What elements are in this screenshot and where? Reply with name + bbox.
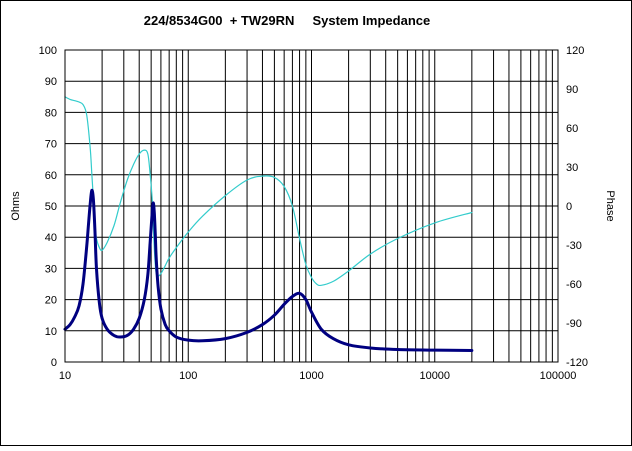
y-tick-label: 100 [39, 45, 57, 57]
right-axis-ticks: -120 -90 -60 -30 0 30 60 90 120 [566, 45, 588, 369]
x-tick-label: 10000 [419, 370, 450, 382]
x-tick-label: 100000 [540, 370, 577, 382]
x-tick-label: 10 [59, 370, 71, 382]
y2-tick-label: -30 [566, 240, 582, 252]
y2-tick-label: -60 [566, 279, 582, 291]
left-axis-ticks: 0 10 20 30 40 50 60 70 80 90 100 [39, 45, 57, 369]
y-tick-label: 40 [45, 232, 57, 244]
y2-axis-label: Phase [604, 190, 616, 221]
y2-tick-label: 90 [566, 84, 578, 96]
y-tick-label: 30 [45, 263, 57, 275]
x-tick-label: 1000 [299, 370, 323, 382]
y-tick-label: 0 [51, 357, 57, 369]
y-tick-label: 80 [45, 107, 57, 119]
series-layer [63, 96, 474, 352]
y2-tick-label: -120 [566, 357, 588, 369]
chart-title: 224/8534G00 + TW29RN System Impedance [144, 13, 431, 28]
y-tick-label: 20 [45, 295, 57, 307]
grid-lines [65, 50, 558, 362]
y2-tick-label: -90 [566, 318, 582, 330]
y2-tick-label: 60 [566, 123, 578, 135]
y-tick-label: 50 [45, 201, 57, 213]
y-axis-label: Ohms [10, 191, 22, 221]
plot-area [64, 49, 559, 363]
y2-tick-label: 30 [566, 162, 578, 174]
y-tick-label: 10 [45, 326, 57, 338]
y2-tick-label: 0 [566, 201, 572, 213]
y2-tick-label: 120 [566, 45, 584, 57]
impedance-series-line [63, 188, 474, 352]
y-tick-label: 60 [45, 170, 57, 182]
y-tick-label: 90 [45, 76, 57, 88]
y-tick-label: 70 [45, 139, 57, 151]
x-tick-label: 100 [179, 370, 197, 382]
bottom-axis-ticks: 10 100 1000 10000 100000 [59, 370, 576, 382]
